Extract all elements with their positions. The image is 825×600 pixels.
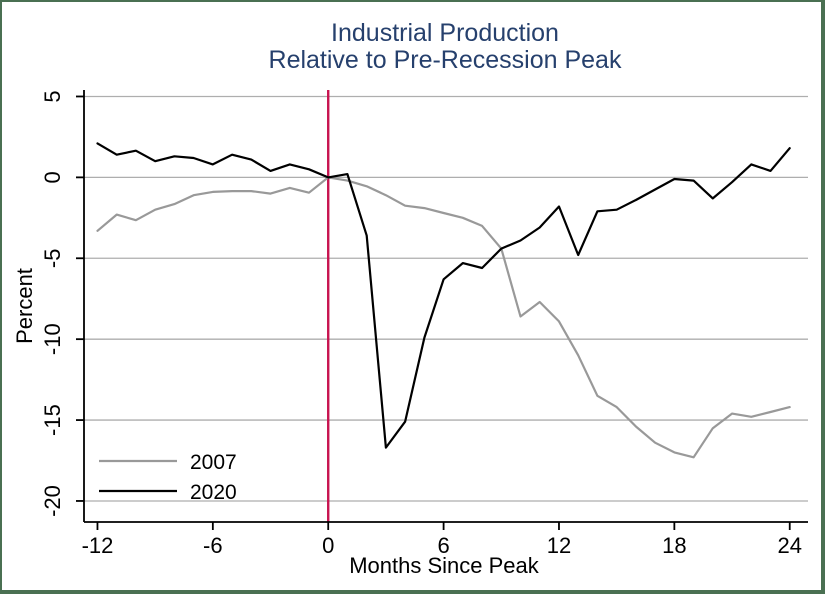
y-tick-label--10: -10	[40, 323, 65, 355]
chart-title: Industrial Production Relative to Pre-Re…	[82, 20, 808, 74]
y-tick-label-5: 5	[40, 90, 65, 102]
chart-title-line2: Relative to Pre-Recession Peak	[268, 46, 622, 74]
x-tick-label-18: 18	[662, 533, 686, 558]
y-tick-label--20: -20	[40, 485, 65, 517]
x-tick-label-0: 0	[322, 533, 334, 558]
x-tick-label-12: 12	[547, 533, 571, 558]
plot-area: 5 0 -5 -10 -15 -20 -12 -6 0 6 12 18 24 2007 2020 Perce…	[12, 90, 808, 578]
x-tick-label--6: -6	[203, 533, 223, 558]
x-tick-label-6: 6	[437, 533, 449, 558]
y-tick-label--15: -15	[40, 404, 65, 436]
legend-label-2020: 2020	[190, 481, 237, 504]
x-axis-label: Months Since Peak	[349, 553, 540, 578]
series-line-2020	[96, 142, 791, 449]
y-axis-label: Percent	[12, 268, 37, 344]
x-tick-label--12: -12	[82, 533, 114, 558]
legend-label-2007: 2007	[190, 451, 237, 474]
series-line-2007	[96, 176, 791, 459]
y-tick-label-0: 0	[40, 171, 65, 183]
chart-layers: 5 0 -5 -10 -15 -20 -12 -6 0 6 12 18 24 2007 2020	[40, 90, 808, 558]
x-tick-label-24: 24	[777, 533, 801, 558]
chart-title-line1: Industrial Production	[331, 19, 559, 47]
y-tick-label--5: -5	[40, 249, 65, 269]
